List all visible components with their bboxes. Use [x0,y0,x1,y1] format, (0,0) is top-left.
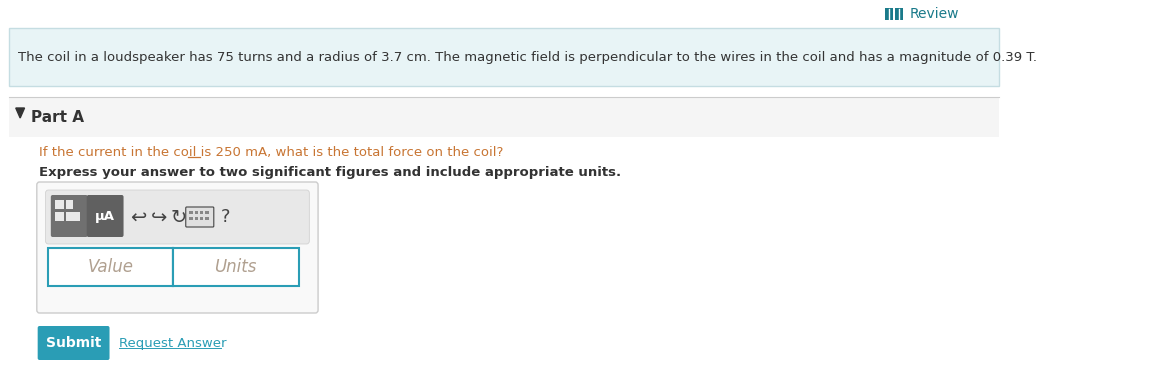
Polygon shape [16,108,24,118]
Text: Submit: Submit [46,336,101,350]
FancyBboxPatch shape [185,207,214,227]
FancyBboxPatch shape [55,212,64,221]
FancyBboxPatch shape [55,200,64,209]
Text: Part A: Part A [31,109,84,125]
FancyBboxPatch shape [174,248,299,286]
FancyBboxPatch shape [46,190,310,244]
FancyBboxPatch shape [48,248,174,286]
Text: ↩: ↩ [130,208,146,226]
FancyBboxPatch shape [189,211,192,214]
FancyBboxPatch shape [895,8,904,20]
FancyBboxPatch shape [200,211,204,214]
FancyBboxPatch shape [66,212,79,221]
Text: μA: μA [96,210,115,223]
Text: ↪: ↪ [151,208,167,226]
FancyBboxPatch shape [9,28,999,86]
FancyBboxPatch shape [66,200,73,209]
Text: Request Answer: Request Answer [120,336,227,349]
FancyBboxPatch shape [9,97,999,137]
Text: Express your answer to two significant figures and include appropriate units.: Express your answer to two significant f… [39,165,622,179]
Text: Units: Units [214,258,257,276]
Text: Review: Review [909,7,959,21]
FancyBboxPatch shape [195,217,198,220]
Text: If the current in the coil is 250 mA, what is the total force on the coil?: If the current in the coil is 250 mA, wh… [39,146,504,158]
Text: ↻: ↻ [170,208,186,226]
FancyBboxPatch shape [86,195,123,237]
FancyBboxPatch shape [200,217,204,220]
FancyBboxPatch shape [205,217,208,220]
FancyBboxPatch shape [38,326,109,360]
FancyBboxPatch shape [189,217,192,220]
FancyBboxPatch shape [885,8,893,20]
FancyBboxPatch shape [195,211,198,214]
Text: ?: ? [221,208,230,226]
Text: The coil in a loudspeaker has 75 turns and a radius of 3.7 cm. The magnetic fiel: The coil in a loudspeaker has 75 turns a… [17,51,1037,64]
FancyBboxPatch shape [205,211,208,214]
FancyBboxPatch shape [37,182,318,313]
FancyBboxPatch shape [51,195,87,237]
Text: Value: Value [87,258,134,276]
